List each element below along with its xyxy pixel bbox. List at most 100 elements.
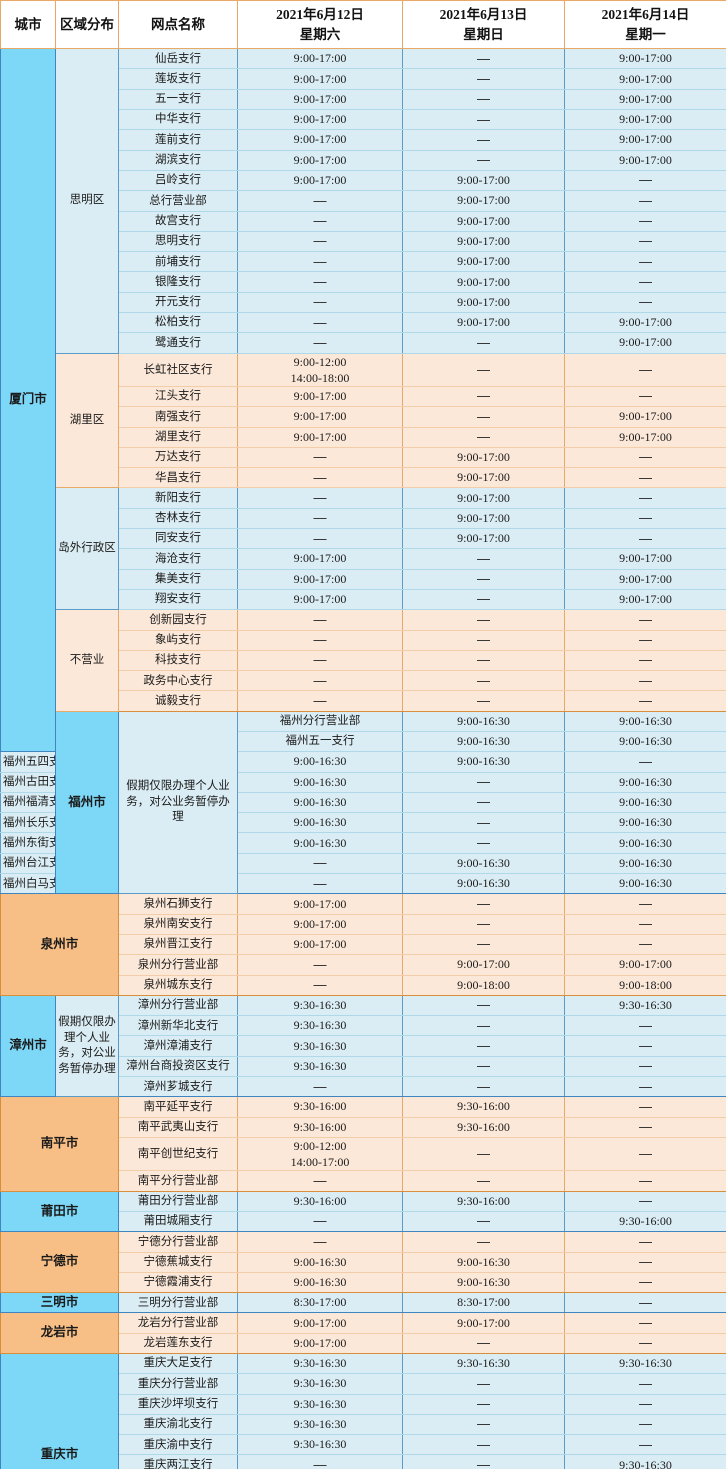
branch-name-cell: 福州五一支行 [237, 730, 403, 753]
business-hours-cell: 9:00-16:30 [237, 1271, 403, 1294]
business-hours-line: 9:00-12:00 [293, 1138, 347, 1153]
business-hours-cell: 9:00-17:00 [402, 251, 565, 273]
branch-name-cell: 政务中心支行 [118, 670, 238, 692]
table-row: 华昌支行 —9:00-17:00— [1, 467, 726, 489]
branch-name-cell: 海沧支行 [118, 548, 238, 570]
business-hours-cell: 9:00-17:00 [237, 48, 403, 70]
column-header-date-1: 2021年6月12日 星期六 [237, 0, 403, 50]
closed-dash: — [237, 507, 403, 530]
closed-dash: — [402, 352, 565, 387]
branch-name-cell: 南强支行 [118, 406, 238, 428]
branch-name-cell: 南平创世纪支行 [118, 1136, 238, 1172]
table-row: 不营业 创新园支行 — — — [1, 609, 726, 712]
closed-dash: — [237, 1454, 403, 1469]
table-row: 厦门市 思明区 仙岳支行 9:00-17:00—9:00-17:00 [0, 48, 726, 753]
branch-name-cell: 湖滨支行 [118, 149, 238, 171]
table-row: 松柏支行 —9:00-17:00 9:00-17:00 [1, 311, 726, 334]
branch-name-cell: 福州白马支行 [0, 873, 56, 895]
branch-name-cell: 江头支行 [118, 385, 238, 408]
branch-name-cell: 湖里支行 [118, 426, 238, 448]
table-row: 南平武夷山支行 9:30-16:00 9:30-16:00— [1, 1116, 726, 1138]
business-hours-cell: 9:00-17:00 [237, 1332, 403, 1354]
closed-dash: — [402, 994, 565, 1017]
closed-dash: — [237, 446, 403, 469]
branch-name-cell: 集美支行 [118, 568, 238, 590]
table-row: 龙岩市 龙岩分行营业部 9:00-17:00 9:00-17:00— [0, 1312, 726, 1354]
closed-dash: — [402, 1076, 565, 1098]
branch-name-cell: 漳州台商投资区支行 [118, 1055, 238, 1078]
closed-dash: — [564, 1292, 726, 1314]
closed-dash: — [564, 1136, 726, 1172]
business-hours-cell: 9:00-18:00 [564, 974, 726, 996]
closed-dash: — [237, 487, 403, 509]
business-hours-cell: 9:00-16:30 [564, 791, 726, 814]
closed-dash: — [564, 751, 726, 773]
column-header-branch-name: 网点名称 [118, 0, 238, 50]
closed-dash: — [402, 548, 565, 570]
business-hours-cell: 9:00-17:00 [402, 271, 565, 293]
table-row: 总行营业部 —9:00-17:00— [1, 190, 726, 212]
city-name-cell: 宁德市 [0, 1231, 119, 1294]
business-hours-cell: 9:00-16:30 [402, 1251, 565, 1273]
closed-dash: — [564, 1055, 726, 1078]
business-hours-cell: 9:00-17:00 [237, 129, 403, 151]
table-row: 南平市 南平延平支行 9:30-16:00 9:30-16:00— [0, 1096, 726, 1192]
business-hours-cell: 9:30-16:30 [237, 1413, 403, 1436]
table-row: 福州东街支行 9:00-16:30—9:00-16:30 [0, 832, 726, 854]
branch-name-cell: 创新园支行 [118, 609, 238, 631]
business-hours-cell: 9:00-17:00 [564, 311, 726, 334]
business-hours-cell: 9:00-16:30 [564, 730, 726, 753]
column-header-city-label: 城市 [14, 16, 42, 32]
closed-dash: — [564, 629, 726, 651]
business-hours-cell: 9:30-16:30 [564, 994, 726, 1017]
closed-dash: — [402, 1393, 565, 1415]
branch-name-cell: 松柏支行 [118, 311, 238, 334]
column-header-date-3: 2021年6月14日 星期一 [564, 0, 726, 50]
closed-dash: — [237, 271, 403, 293]
business-hours-cell: 9:30-16:00 [402, 1116, 565, 1138]
closed-dash: — [564, 528, 726, 550]
business-hours-cell: 9:00-16:30 [564, 852, 726, 875]
table-row: 海沧支行 9:00-17:00—9:00-17:00 [1, 548, 726, 570]
closed-dash: — [402, 1434, 565, 1456]
column-header-city: 城市 [0, 0, 56, 50]
closed-dash: — [402, 48, 565, 70]
business-hours-cell: 9:30-16:30 [237, 1055, 403, 1078]
region-name-cell: 不营业 [55, 609, 119, 712]
table-body: 厦门市 思明区 仙岳支行 9:00-17:00—9:00-17:00 莲坂支行 9:00-… [0, 48, 726, 1469]
table-row: 泉州南安支行 9:00-17:00— — [1, 913, 726, 935]
table-row: 诚毅支行 — — — [1, 690, 726, 712]
city-name-cell: 莆田市 [0, 1190, 119, 1233]
business-hours-cell: 9:00-16:30 [402, 730, 565, 753]
closed-dash: — [402, 109, 565, 131]
business-hours-cell: 9:00-17:00 [402, 190, 565, 212]
closed-dash: — [237, 291, 403, 313]
closed-dash: — [402, 406, 565, 428]
branch-name-cell: 莲坂支行 [118, 68, 238, 90]
business-hours-cell: 9:00-16:30 [402, 1271, 565, 1294]
table-row: 泉州城东支行 —9:00-18:00 9:00-18:00 [1, 974, 726, 996]
table-row: 泉州分行营业部 —9:00-17:00 9:00-17:00 [1, 954, 726, 976]
business-hours-cell: 9:00-17:00 [237, 88, 403, 111]
closed-dash: — [237, 467, 403, 489]
branch-name-cell: 华昌支行 [118, 467, 238, 489]
closed-dash: — [402, 812, 565, 834]
closed-dash: — [564, 913, 726, 935]
branch-name-cell: 总行营业部 [118, 190, 238, 212]
business-hours-cell: 9:00-16:30 [237, 1251, 403, 1273]
branch-name-cell: 泉州城东支行 [118, 974, 238, 996]
table-row: 吕岭支行 9:00-17:00 9:00-17:00— [1, 169, 726, 192]
closed-dash: — [402, 68, 565, 90]
business-hours-cell: 9:30-16:00 [237, 1116, 403, 1138]
closed-dash: — [564, 1116, 726, 1138]
closed-dash: — [402, 913, 565, 935]
closed-dash: — [564, 1434, 726, 1456]
closed-dash: — [564, 609, 726, 631]
table-row: 重庆两江支行 — —9:30-16:30 [1, 1454, 726, 1469]
column-header-date-1-date: 2021年6月12日 [276, 7, 364, 22]
business-hours-cell: 9:00-16:30 [237, 812, 403, 834]
region-name-cell: 湖里区 [55, 352, 119, 489]
business-hours-cell: 9:00-17:00 [237, 68, 403, 90]
closed-dash: — [564, 1373, 726, 1395]
